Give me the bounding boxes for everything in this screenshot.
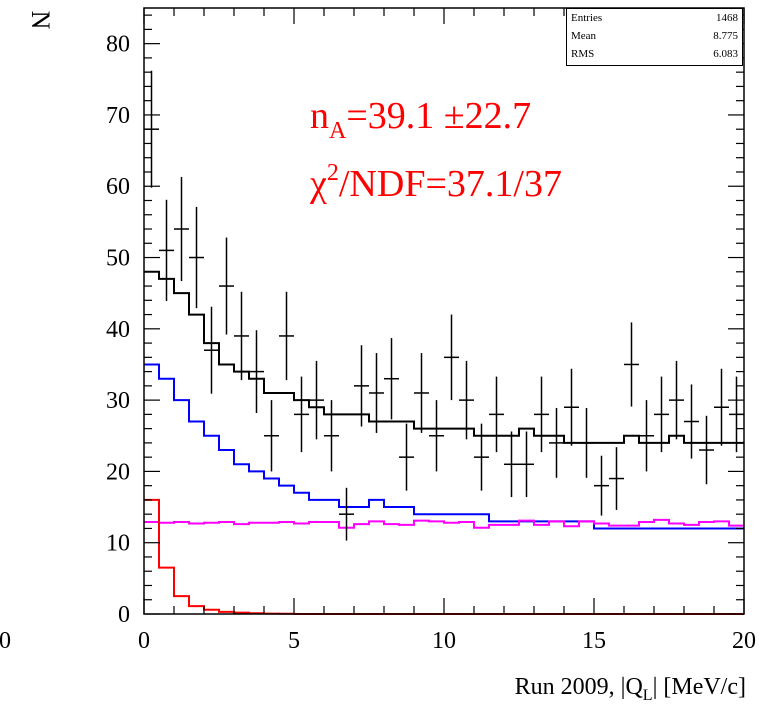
data-point xyxy=(414,353,429,433)
data-point xyxy=(219,237,234,335)
x-tick-label: 15 xyxy=(582,628,606,654)
data-point xyxy=(444,314,459,401)
extra-x-tick-label: 0 xyxy=(0,628,11,654)
data-point xyxy=(639,400,654,472)
stats-value: 8.775 xyxy=(713,30,738,42)
data-point xyxy=(624,322,639,407)
chi-value: /NDF=37.1/37 xyxy=(339,163,562,205)
data-point xyxy=(189,206,204,309)
data-point xyxy=(234,291,249,381)
data-point xyxy=(669,360,684,440)
stats-row-mean: Mean 8.775 xyxy=(567,27,742,45)
y-tick-label: 10 xyxy=(106,531,130,557)
y-tick-label: 70 xyxy=(106,103,130,129)
histogram-series-2 xyxy=(144,518,744,529)
stats-value: 6.083 xyxy=(713,48,738,60)
data-point xyxy=(309,360,324,440)
y-tick-label: 20 xyxy=(106,459,130,485)
data-point xyxy=(384,338,399,420)
data-point xyxy=(519,431,534,498)
data-point xyxy=(714,368,729,446)
data-point xyxy=(654,376,669,453)
data-point xyxy=(564,368,579,446)
stats-box: Entries 1468 Mean 8.775 RMS 6.083 xyxy=(566,8,743,66)
data-point xyxy=(474,423,489,491)
x-axis-label-end: | [MeV/c] xyxy=(653,674,746,700)
x-axis-label-main: Run 2009, |Q xyxy=(515,674,643,700)
y-tick-label: 80 xyxy=(106,32,130,58)
data-point xyxy=(399,423,414,491)
histogram-series-3 xyxy=(144,498,744,615)
data-point xyxy=(279,291,294,381)
y-tick-label: 40 xyxy=(106,317,130,343)
data-point xyxy=(339,487,354,541)
data-point xyxy=(684,384,699,459)
fit-result-chi2: χ2/NDF=37.1/37 xyxy=(309,160,562,205)
data-point xyxy=(249,330,264,413)
stats-label: Entries xyxy=(571,12,603,24)
data-point xyxy=(324,400,339,472)
data-point xyxy=(159,199,174,302)
y-tick-label: 30 xyxy=(106,388,130,414)
x-tick-label: 20 xyxy=(732,628,756,654)
y-tick-label: 50 xyxy=(106,246,130,272)
chart-marks xyxy=(144,70,744,615)
data-point xyxy=(594,455,609,516)
data-point xyxy=(699,415,714,485)
data-point xyxy=(354,345,369,427)
data-point xyxy=(534,376,549,453)
x-axis-label-sub: L xyxy=(643,687,653,704)
data-point xyxy=(504,431,519,498)
stats-row-entries: Entries 1468 xyxy=(567,9,742,27)
data-point xyxy=(549,407,564,478)
data-point xyxy=(174,176,189,282)
y-axis-label: N xyxy=(26,11,55,30)
data-point xyxy=(264,400,279,472)
histogram-series-0 xyxy=(144,270,744,444)
fit-result-na: nA=39.1 ±22.7 xyxy=(310,95,531,144)
na-value: =39.1 ±22.7 xyxy=(346,95,531,137)
y-tick-label: 0 xyxy=(118,602,130,628)
x-tick-label: 5 xyxy=(288,628,300,654)
histogram-series-1 xyxy=(144,363,744,530)
data-point xyxy=(579,407,594,478)
data-point xyxy=(204,306,219,394)
data-point xyxy=(369,353,384,433)
data-point xyxy=(294,376,309,453)
chi-superscript: 2 xyxy=(327,160,339,186)
x-tick-label: 0 xyxy=(138,628,150,654)
chi-symbol: χ xyxy=(309,163,327,205)
stats-label: Mean xyxy=(571,30,597,42)
x-tick-label: 10 xyxy=(432,628,456,654)
stats-label: RMS xyxy=(571,48,595,60)
x-axis-label: Run 2009, |QL| [MeV/c] xyxy=(515,674,746,704)
tick-labels: 0 5 10 15 20 0 10 20 30 40 50 60 70 80 xyxy=(106,32,756,654)
data-point xyxy=(489,376,504,453)
data-point xyxy=(459,360,474,440)
y-tick-label: 60 xyxy=(106,174,130,200)
data-point xyxy=(609,447,624,510)
stats-value: 1468 xyxy=(716,12,738,24)
stats-row-rms: RMS 6.083 xyxy=(567,45,742,63)
na-subscript: A xyxy=(329,118,347,144)
na-symbol: n xyxy=(310,95,329,137)
data-point xyxy=(429,400,444,472)
